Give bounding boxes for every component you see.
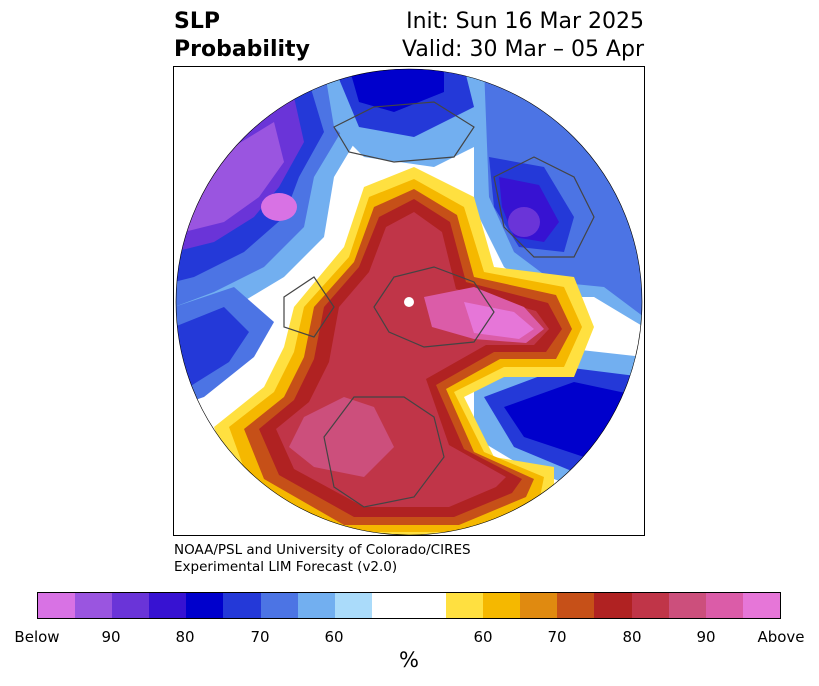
forecast-dates: Init: Sun 16 Mar 2025 Valid: 30 Mar – 05… bbox=[402, 8, 644, 64]
region-below-europe-core bbox=[508, 207, 540, 237]
region-below-pacific-core bbox=[261, 193, 297, 221]
region-below-pacific-5 bbox=[184, 122, 284, 232]
colorbar-tick-label: 80 bbox=[622, 628, 642, 646]
colorbar-segment bbox=[186, 593, 224, 618]
title-line-2: Probability bbox=[174, 37, 310, 62]
probability-colorbar bbox=[37, 592, 781, 619]
colorbar-segment bbox=[408, 593, 447, 618]
colorbar-tick-label: 70 bbox=[547, 628, 567, 646]
colorbar-segment bbox=[334, 593, 372, 618]
colorbar-tick-label: 90 bbox=[696, 628, 716, 646]
region-below-siberia-3 bbox=[349, 69, 444, 112]
init-date: Init: Sun 16 Mar 2025 bbox=[406, 9, 644, 34]
colorbar-tick-label: 90 bbox=[101, 628, 121, 646]
colorbar-segment bbox=[446, 593, 484, 618]
colorbar-segment bbox=[75, 593, 113, 618]
credit-line-1: NOAA/PSL and University of Colorado/CIRE… bbox=[174, 542, 471, 558]
colorbar-segment bbox=[149, 593, 187, 618]
map-panel bbox=[173, 66, 645, 536]
north-pole-marker bbox=[404, 297, 414, 307]
colorbar-segment bbox=[631, 593, 669, 618]
colorbar-segment bbox=[594, 593, 632, 618]
colorbar-tick-label: Below bbox=[14, 628, 60, 646]
credit-line-2: Experimental LIM Forecast (v2.0) bbox=[174, 559, 398, 575]
colorbar-tick-label: 80 bbox=[175, 628, 195, 646]
coastlines bbox=[283, 101, 595, 508]
colorbar-tick-label: Above bbox=[757, 628, 805, 646]
colorbar-segment bbox=[742, 593, 780, 618]
colorbar-unit: % bbox=[399, 648, 419, 672]
colorbar-segment bbox=[557, 593, 595, 618]
region-above-core-canada bbox=[289, 397, 394, 477]
map-title: SLP Probability bbox=[174, 8, 310, 64]
colorbar-tick-label: 70 bbox=[250, 628, 270, 646]
colorbar-tick-label: 60 bbox=[473, 628, 493, 646]
colorbar-segment bbox=[112, 593, 150, 618]
colorbar-segment bbox=[705, 593, 743, 618]
credit-text: NOAA/PSL and University of Colorado/CIRE… bbox=[174, 542, 471, 576]
colorbar-segment bbox=[38, 593, 76, 618]
probability-map bbox=[175, 68, 643, 535]
valid-date: Valid: 30 Mar – 05 Apr bbox=[402, 37, 644, 62]
probability-field bbox=[176, 69, 642, 535]
colorbar-segment bbox=[668, 593, 706, 618]
colorbar-segment bbox=[223, 593, 261, 618]
colorbar-segment bbox=[297, 593, 335, 618]
colorbar-segment bbox=[483, 593, 521, 618]
colorbar-segment bbox=[260, 593, 298, 618]
map-boundary bbox=[175, 68, 643, 535]
colorbar-segment bbox=[520, 593, 558, 618]
title-line-1: SLP bbox=[174, 9, 220, 34]
colorbar-tick-label: 60 bbox=[324, 628, 344, 646]
colorbar-segment bbox=[371, 593, 409, 618]
region-below-west-2 bbox=[176, 307, 249, 389]
